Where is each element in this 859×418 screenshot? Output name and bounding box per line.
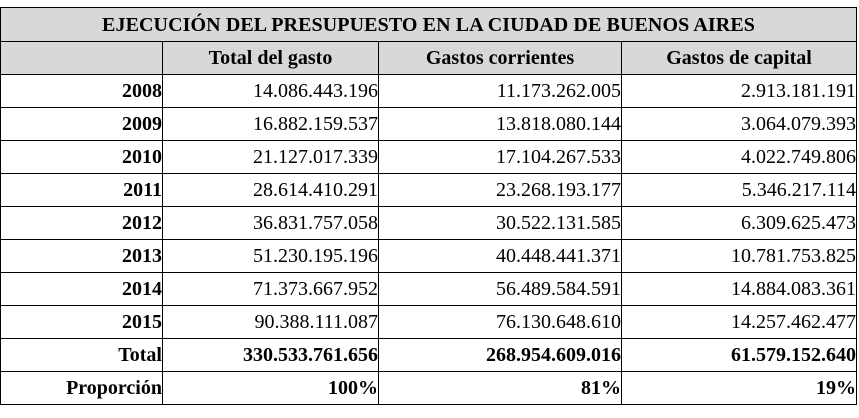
row-label: 2014 <box>0 272 163 306</box>
header-corner-cell <box>0 41 163 75</box>
cell-gastos-corrientes: 56.489.584.591 <box>378 272 622 306</box>
title-row: EJECUCIÓN DEL PRESUPUESTO EN LA CIUDAD D… <box>0 7 858 42</box>
header-total-del-gasto: Total del gasto <box>162 41 379 75</box>
header-row: Total del gasto Gastos corrientes Gastos… <box>0 41 858 75</box>
cell-gastos-corrientes: 81% <box>378 371 622 405</box>
cell-gastos-de-capital: 2.913.181.191 <box>620 74 858 108</box>
cell-gastos-de-capital: 6.309.625.473 <box>620 206 858 240</box>
proportion-row: Proporción 100% 81% 19% <box>0 371 858 405</box>
row-label: 2012 <box>0 206 163 240</box>
total-row: Total 330.533.761.656 268.954.609.016 61… <box>0 338 858 372</box>
table-row: 2010 21.127.017.339 17.104.267.533 4.022… <box>0 140 858 174</box>
row-label: Proporción <box>0 371 163 405</box>
cell-gastos-corrientes: 76.130.648.610 <box>378 305 622 339</box>
cell-gastos-corrientes: 40.448.441.371 <box>378 239 622 273</box>
row-label: 2013 <box>0 239 163 273</box>
row-label: Total <box>0 338 163 372</box>
table-row: 2014 71.373.667.952 56.489.584.591 14.88… <box>0 272 858 306</box>
cell-total-del-gasto: 100% <box>162 371 379 405</box>
table-title: EJECUCIÓN DEL PRESUPUESTO EN LA CIUDAD D… <box>0 7 858 42</box>
cell-gastos-corrientes: 13.818.080.144 <box>378 107 622 141</box>
cell-gastos-de-capital: 14.884.083.361 <box>620 272 858 306</box>
table-row: 2012 36.831.757.058 30.522.131.585 6.309… <box>0 206 858 240</box>
cell-total-del-gasto: 71.373.667.952 <box>162 272 379 306</box>
cell-gastos-de-capital: 5.346.217.114 <box>620 173 858 207</box>
cell-total-del-gasto: 51.230.195.196 <box>162 239 379 273</box>
cell-total-del-gasto: 90.388.111.087 <box>162 305 379 339</box>
table-row: 2013 51.230.195.196 40.448.441.371 10.78… <box>0 239 858 273</box>
table-row: 2008 14.086.443.196 11.173.262.005 2.913… <box>0 74 858 108</box>
cell-total-del-gasto: 21.127.017.339 <box>162 140 379 174</box>
cell-total-del-gasto: 16.882.159.537 <box>162 107 379 141</box>
row-label: 2008 <box>0 74 163 108</box>
cell-total-del-gasto: 330.533.761.656 <box>162 338 379 372</box>
cell-total-del-gasto: 14.086.443.196 <box>162 74 379 108</box>
cell-gastos-de-capital: 3.064.079.393 <box>620 107 858 141</box>
cell-total-del-gasto: 28.614.410.291 <box>162 173 379 207</box>
cell-gastos-de-capital: 61.579.152.640 <box>620 338 858 372</box>
row-label: 2015 <box>0 305 163 339</box>
table-row: 2009 16.882.159.537 13.818.080.144 3.064… <box>0 107 858 141</box>
row-label: 2009 <box>0 107 163 141</box>
cell-gastos-de-capital: 10.781.753.825 <box>620 239 858 273</box>
header-gastos-corrientes: Gastos corrientes <box>378 41 622 75</box>
cell-gastos-corrientes: 23.268.193.177 <box>378 173 622 207</box>
cell-total-del-gasto: 36.831.757.058 <box>162 206 379 240</box>
cell-gastos-corrientes: 11.173.262.005 <box>378 74 622 108</box>
row-label: 2011 <box>0 173 163 207</box>
header-gastos-de-capital: Gastos de capital <box>620 41 858 75</box>
budget-table: EJECUCIÓN DEL PRESUPUESTO EN LA CIUDAD D… <box>0 7 858 405</box>
cell-gastos-de-capital: 4.022.749.806 <box>620 140 858 174</box>
cell-gastos-corrientes: 30.522.131.585 <box>378 206 622 240</box>
table-row: 2011 28.614.410.291 23.268.193.177 5.346… <box>0 173 858 207</box>
cell-gastos-de-capital: 14.257.462.477 <box>620 305 858 339</box>
cell-gastos-corrientes: 17.104.267.533 <box>378 140 622 174</box>
cell-gastos-corrientes: 268.954.609.016 <box>378 338 622 372</box>
row-label: 2010 <box>0 140 163 174</box>
cell-gastos-de-capital: 19% <box>620 371 858 405</box>
table-row: 2015 90.388.111.087 76.130.648.610 14.25… <box>0 305 858 339</box>
